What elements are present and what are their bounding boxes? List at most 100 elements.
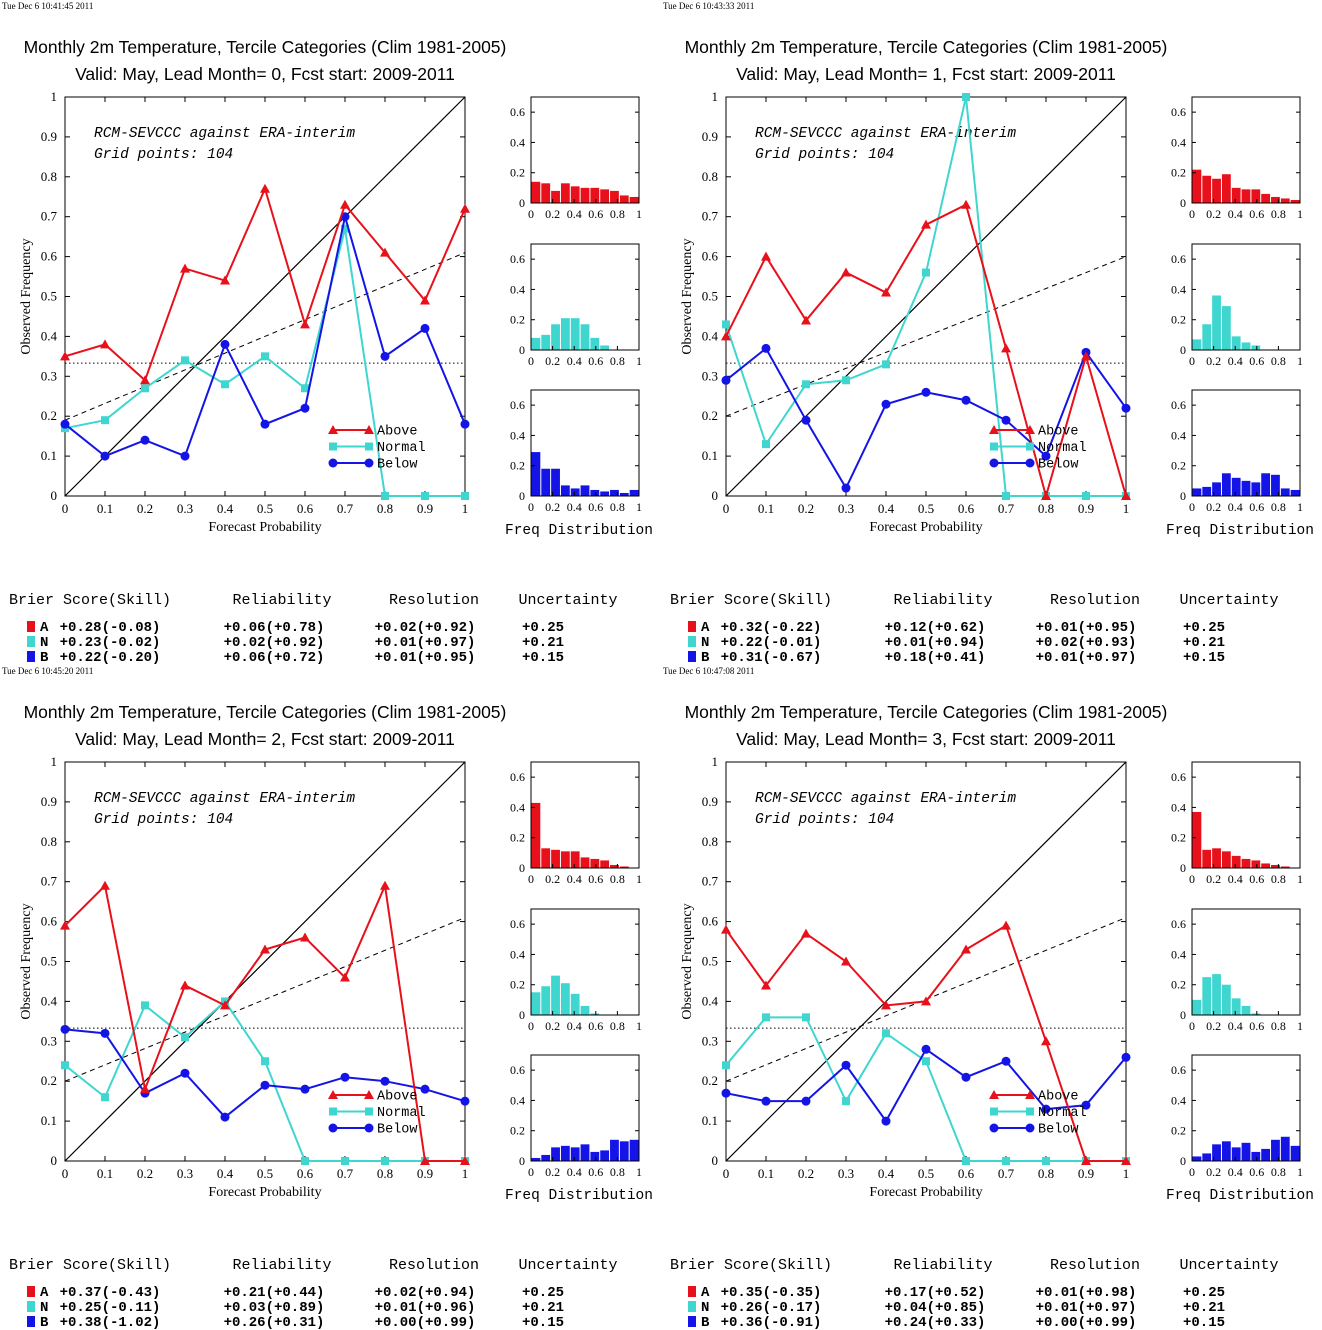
histogram-bar-above <box>541 848 551 868</box>
x-tick-label: 0.3 <box>838 1166 854 1181</box>
histogram-x-label: 0.2 <box>1206 872 1221 886</box>
histogram-x-label: 0.2 <box>1206 207 1221 221</box>
histogram-y-label: 0.2 <box>510 313 525 327</box>
histogram-bar-above <box>1231 187 1241 203</box>
data-point-below <box>721 1088 731 1098</box>
histogram-x-label: 0.6 <box>588 1165 603 1179</box>
x-tick-label: 0.1 <box>758 1166 774 1181</box>
histogram-bar-normal <box>1212 974 1221 1015</box>
histogram-bar-normal <box>541 986 551 1015</box>
histogram-bar-normal <box>1202 977 1212 1015</box>
legend-marker-normal <box>990 1107 998 1116</box>
data-point-below <box>340 1072 350 1082</box>
histogram-x-label: 0.2 <box>1206 1165 1221 1179</box>
data-point-below <box>140 435 150 445</box>
x-tick-label: 1 <box>462 1166 469 1181</box>
x-tick-label: 0.8 <box>1038 501 1054 516</box>
score-header: Reliability <box>893 592 992 609</box>
data-point-above <box>921 219 931 229</box>
y-tick-label: 0.1 <box>41 448 57 463</box>
histogram-bar-normal <box>1192 999 1202 1015</box>
x-tick-label: 0.4 <box>878 1166 895 1181</box>
y-tick-label: 0.1 <box>702 1113 718 1128</box>
histogram-bar-above <box>1212 848 1221 868</box>
y-tick-label: 0.7 <box>702 874 719 889</box>
histogram-y-label: 0.2 <box>510 831 525 845</box>
legend-marker-below <box>1025 1123 1035 1133</box>
histogram-y-label: 0.6 <box>510 105 525 119</box>
data-point-normal <box>381 492 389 500</box>
y-tick-label: 0 <box>51 1153 58 1168</box>
data-point-above <box>921 996 931 1006</box>
data-point-above <box>761 251 771 261</box>
histogram-x-label: 0.8 <box>610 354 625 368</box>
histogram-x-label: 0.8 <box>610 500 625 514</box>
histogram-bar-normal <box>1231 336 1241 350</box>
score-brier: +0.26(-0.17) <box>721 1300 822 1316</box>
histogram-bar-below <box>1212 482 1221 496</box>
data-point-normal <box>1002 1157 1010 1165</box>
histogram-bar-below <box>1202 486 1212 496</box>
histogram-bar-below <box>629 489 639 496</box>
histogram-x-label: 0.2 <box>545 1165 560 1179</box>
perfect-reliability-line <box>725 761 1127 1162</box>
chart-subtitle: Valid: May, Lead Month= 1, Fcst start: 2… <box>736 64 1116 84</box>
data-point-normal <box>381 1157 389 1165</box>
histogram-bar-normal <box>600 345 610 350</box>
data-point-above <box>721 331 731 341</box>
histogram-x-label: 0.2 <box>545 1019 560 1033</box>
data-point-below <box>420 323 430 333</box>
histogram-x-label: 0.6 <box>1249 500 1264 514</box>
histogram-x-label: 0.4 <box>567 500 582 514</box>
histogram-x-label: 0.8 <box>610 1019 625 1033</box>
legend-label-normal: Normal <box>377 441 426 456</box>
score-uncertainty: +0.25 <box>1183 1285 1225 1301</box>
y-tick-label: 1 <box>51 89 58 104</box>
score-resolution: +0.00(+0.99) <box>375 1315 476 1330</box>
histogram-bar-above <box>1280 198 1290 203</box>
score-resolution: +0.01(+0.98) <box>1036 1285 1137 1301</box>
histogram-bar-above <box>610 190 619 203</box>
data-point-normal <box>341 224 349 233</box>
data-point-below <box>921 1044 931 1054</box>
histogram-bar-below <box>1261 1148 1271 1161</box>
histogram-bar-below <box>1212 1144 1221 1161</box>
histogram-y-label: 0.2 <box>1171 166 1186 180</box>
histogram-y-label: 0 <box>1180 489 1186 503</box>
histogram-bar-below <box>531 452 541 496</box>
series-above <box>60 880 470 1165</box>
score-brier: +0.31(-0.67) <box>721 650 822 666</box>
annotation-source: RCM-SEVCCC against ERA-interim <box>755 791 1016 807</box>
data-point-below <box>460 419 470 429</box>
score-brier: +0.37(-0.43) <box>60 1285 161 1301</box>
histogram-y-label: 0.6 <box>510 398 525 412</box>
legend-label-above: Above <box>1038 425 1079 440</box>
score-uncertainty: +0.15 <box>522 650 564 666</box>
data-point-below <box>1001 1056 1011 1066</box>
histogram-bar-below <box>1280 488 1290 496</box>
histogram-bar-below <box>1231 477 1241 496</box>
histogram-bar-below <box>1251 1151 1261 1161</box>
x-axis-label: Forecast Probability <box>208 520 321 535</box>
histogram-x-label: 1 <box>1297 207 1303 221</box>
histogram-bar-normal <box>1192 339 1202 350</box>
score-resolution: +0.02(+0.92) <box>375 620 476 636</box>
histogram-bar-below <box>1271 474 1280 496</box>
histogram-x-label: 0.6 <box>588 207 603 221</box>
data-point-below <box>1121 403 1131 413</box>
legend-label-below: Below <box>377 1123 418 1138</box>
annotation-gridpoints: Grid points: 104 <box>94 812 233 828</box>
series-below <box>721 343 1131 493</box>
data-point-above <box>260 944 270 954</box>
x-tick-label: 0.6 <box>958 1166 975 1181</box>
series-below <box>60 212 470 461</box>
histogram-x-label: 0.4 <box>1228 207 1243 221</box>
x-tick-label: 0 <box>723 501 730 516</box>
x-tick-label: 0.2 <box>137 1166 153 1181</box>
histogram-x-label: 0.6 <box>588 354 603 368</box>
y-tick-label: 0.3 <box>702 1033 718 1048</box>
x-tick-label: 0.4 <box>217 501 234 516</box>
y-tick-label: 0.6 <box>41 914 58 929</box>
data-point-above <box>1041 491 1051 500</box>
